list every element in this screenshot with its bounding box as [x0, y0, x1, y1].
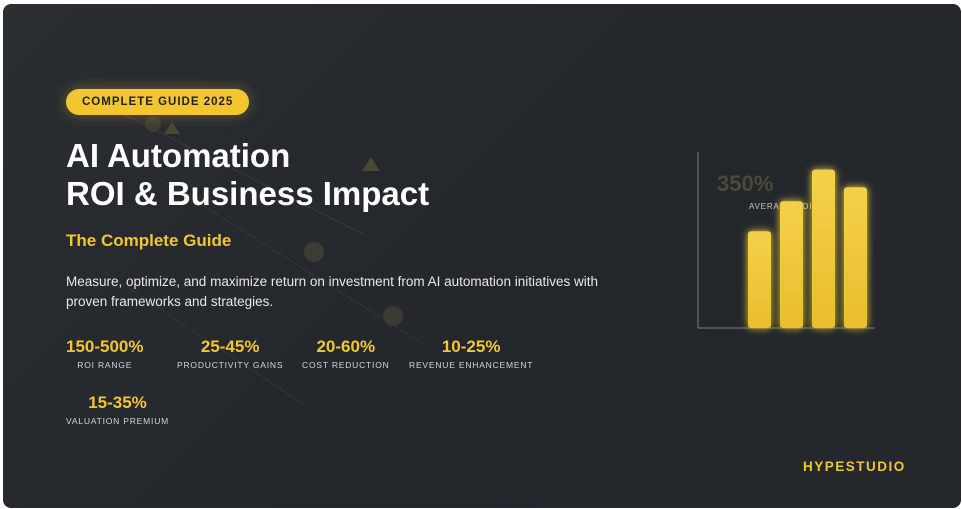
stat-revenue-enhancement: 10-25% REVENUE ENHANCEMENT [409, 337, 533, 370]
stat-roi-range: 150-500% ROI RANGE [66, 337, 144, 370]
chart-bar [780, 201, 803, 328]
guide-badge: COMPLETE GUIDE 2025 [66, 89, 250, 115]
deco-circle [145, 116, 161, 132]
brand-logo: HYPESTUDIO [803, 459, 906, 474]
title-line-2: ROI & Business Impact [66, 175, 430, 212]
roi-bar-graphic: AVERAGE ROI 350% [697, 152, 875, 329]
stat-value: 25-45% [200, 337, 260, 356]
overlay-value: 350% [717, 171, 773, 196]
deco-circle [304, 242, 324, 262]
stat-label: VALUATION PREMIUM [66, 416, 170, 426]
stat-valuation-premium: 15-35% VALUATION PREMIUM [66, 393, 169, 426]
stat-label: PRODUCTIVITY GAINS [177, 360, 284, 370]
stat-value: 10-25% [441, 337, 501, 356]
stat-cost-reduction: 20-60% COST REDUCTION [302, 337, 390, 370]
page-title: AI Automation ROI & Business Impact [66, 137, 429, 213]
stat-productivity-gains: 25-45% PRODUCTIVITY GAINS [177, 337, 283, 370]
background-decoration [92, 113, 424, 405]
chart-bar [748, 231, 771, 328]
deco-triangle [164, 122, 180, 134]
stat-label: REVENUE ENHANCEMENT [409, 360, 534, 370]
stat-value: 20-60% [316, 337, 376, 356]
chart-bar [844, 187, 867, 328]
deco-circle [383, 306, 403, 326]
stat-label: ROI RANGE [77, 360, 133, 370]
subtitle: The Complete Guide [66, 231, 232, 250]
title-line-1: AI Automation [66, 137, 291, 174]
deco-triangle [362, 157, 380, 171]
chart-bar [812, 169, 835, 328]
description: Measure, optimize, and maximize return o… [66, 274, 598, 309]
stat-value: 15-35% [88, 393, 147, 412]
hero-card: COMPLETE GUIDE 2025 AI Automation ROI & … [3, 4, 961, 508]
stat-label: COST REDUCTION [302, 360, 390, 370]
stat-value: 150-500% [66, 337, 144, 356]
